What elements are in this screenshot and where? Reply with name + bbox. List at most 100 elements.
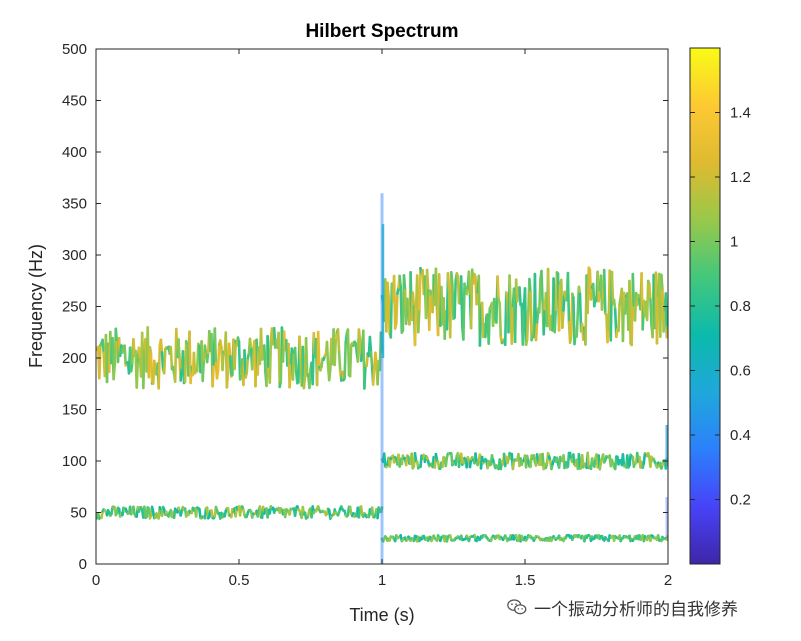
spectrum-segment [542,307,547,336]
spectrum-segment [227,342,232,358]
spectrum-segment [374,351,378,365]
spectrum-segment [610,270,615,305]
spectrum-segment [157,343,162,390]
spectrum-segment [427,289,432,332]
spectrum-segment [413,305,418,347]
spectrum-segment [243,348,247,379]
spectrum-segment [508,274,513,311]
spectrum-segment [258,505,263,519]
colorbar-tick-label: 0.8 [730,298,751,315]
spectrum-segment [293,506,298,518]
spectrum-segment [511,458,516,471]
spectrum-segment [388,457,393,468]
spectrum-segment [203,507,208,520]
spectrum-segment [449,270,454,286]
series-3 [380,533,668,543]
spectrum-segment [213,327,218,365]
spectrum-segment [336,328,341,354]
colorbar-tick-label: 0.2 [730,492,751,509]
spectrum-segment [453,278,458,319]
spectrum-segment [333,336,338,367]
spectrum-segment [597,288,602,303]
spectrum-segment [129,361,134,373]
spectrum-segment [399,284,404,334]
spectrum-segment [540,269,544,305]
spectrum-segment [566,271,571,324]
spectrum-segment [179,366,184,382]
spectrum-segment [612,298,617,311]
spectrum-segment [537,278,542,314]
spectrum-segment [98,343,102,380]
spectrum-segment [195,342,200,373]
spectrum-segment [238,505,243,517]
chart-title: Hilbert Spectrum [305,21,458,42]
spectrum-segment [411,291,416,308]
spectrum-segment [228,355,233,378]
spectrum-segment [425,268,430,292]
spectrum-segment [160,350,165,372]
spectrum-segment [457,456,462,469]
watermark-text: 一个振动分析师的自我修养 [534,599,738,620]
spectrum-segment [398,274,403,288]
spectrum-segment [277,331,282,389]
spectrum-segment [649,298,653,327]
spectrum-segment [153,359,157,372]
colorbar-tick-label: 0.4 [730,427,751,444]
spectrum-segment [387,294,392,336]
spectrum-segment [503,291,508,347]
spectrum-segment [577,452,582,470]
spectrum-segment [162,347,167,375]
spectrum-segment [386,281,390,298]
spectrum-segment [434,267,439,311]
spectrum-segment [468,457,473,469]
spectrum-segment [346,328,351,377]
y-tick-label: 300 [62,247,87,264]
spectrum-segment [225,369,230,389]
spectrum-segment [343,341,348,380]
spectrum-segment [221,350,225,372]
spectrum-segment [525,310,530,341]
spectrum-segment [418,266,422,311]
spectrum-segment [268,337,273,384]
spectrum-segment [245,356,250,375]
spectrum-segment [262,344,267,373]
spectrum-segment [623,294,628,315]
spectrum-segment [112,364,116,381]
x-tick-label: 1 [378,572,386,589]
spectrum-segment [337,350,342,373]
y-tick-label: 500 [62,41,87,58]
spectrum-segment [647,282,652,301]
spectrum-segment [357,328,362,341]
spectrum-segment [211,362,215,388]
spectrum-segment [348,343,353,378]
spectrum-segment [484,313,488,339]
spectrum-segment [302,375,307,390]
y-tick-label: 150 [62,402,87,419]
spectrum-segment [456,274,461,305]
spectrum-segment [266,334,271,371]
spectrum-segment [316,330,321,369]
spectrum-segment [515,291,520,303]
plot-area [96,193,668,564]
spectrum-segment [123,344,127,367]
spectrum-segment [293,346,298,374]
spectrum-segment [478,305,483,347]
watermark: 一个振动分析师的自我修养 [506,594,738,620]
transient-at-switch [380,193,668,564]
spectrum-segment [534,321,539,342]
spectrum-segment [344,332,349,344]
spectrum-segment [248,337,253,351]
spectrum-segment [459,275,464,329]
spectrum-segment [135,359,140,389]
spectrum-segment [459,452,464,466]
spectrum-segment [392,274,397,330]
spectrum-segment [288,361,293,389]
spectrum-segment [462,282,466,341]
spectrum-segment [510,304,515,345]
spectrum-segment [359,505,364,517]
spectrum-segment [498,302,503,339]
spectrum-segment [575,312,580,338]
spectrum-segment [327,368,332,382]
spectrum-segment [370,506,375,519]
spectrum-segment [645,279,650,322]
